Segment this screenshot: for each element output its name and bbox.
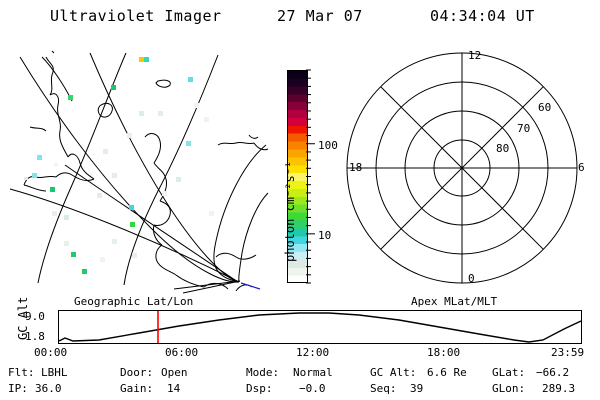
map-coastlines <box>23 50 269 292</box>
map-data-pixels <box>24 57 214 274</box>
observation-date: 27 Mar 07 <box>277 7 363 25</box>
status-row-2: IP: 36.0 Gain: 14 Dsp: −0.0 Seq: 39 GLon… <box>8 382 592 396</box>
apex-dial-caption: Apex MLat/MLT <box>411 295 498 308</box>
dial-svg <box>346 52 578 284</box>
dial-mlat-label-70: 70 <box>517 122 531 135</box>
status-door-key: Door: <box>120 366 154 379</box>
dial-mlat-label-80: 80 <box>496 142 510 155</box>
status-row-1: Flt: LBHL Door: Open Mode: Normal GC Alt… <box>8 366 592 380</box>
geographic-map-caption: Geographic Lat/Lon <box>74 295 194 308</box>
dial-mlt-label-0: 0 <box>468 272 475 285</box>
status-panel: Flt: LBHL Door: Open Mode: Normal GC Alt… <box>8 366 592 396</box>
orbit-x-tick-0: 00:00 <box>34 346 68 359</box>
orbit-x-tick-2: 12:00 <box>296 346 330 359</box>
status-flt-value: LBHL <box>41 366 68 379</box>
geographic-map-svg <box>9 50 269 294</box>
status-dsp-value: −0.0 <box>299 382 326 395</box>
colorbar-ticks <box>306 69 315 284</box>
orbit-y-tick-high: 9.0 <box>25 310 45 323</box>
observation-time: 04:34:04 UT <box>430 7 535 25</box>
dial-mlat-label-60: 60 <box>538 101 552 114</box>
status-seq-value: 39 <box>410 382 424 395</box>
orbit-altitude-curve <box>58 312 582 343</box>
dial-mlt-label-6: 6 <box>578 161 585 174</box>
dial-axis-diag-2 <box>380 86 544 250</box>
orbit-x-tick-4: 23:59 <box>551 346 585 359</box>
orbit-altitude-plot[interactable] <box>58 310 582 344</box>
orbit-x-tick-1: 06:00 <box>165 346 199 359</box>
geographic-map-panel[interactable] <box>8 45 270 294</box>
colorbar-tick-label-100: 100 <box>318 139 338 152</box>
status-door-value: Open <box>161 366 188 379</box>
status-mode-key: Mode: <box>246 366 280 379</box>
status-gcalt-key: GC Alt: <box>370 366 417 379</box>
status-gcalt-value: 6.6 Re <box>427 366 467 379</box>
status-seq-key: Seq: <box>370 382 397 395</box>
status-ip-value: 36.0 <box>35 382 62 395</box>
status-glon-value: 289.3 <box>542 382 576 395</box>
dial-mlt-label-12: 12 <box>468 49 482 62</box>
map-orbit-track <box>240 282 261 290</box>
map-graticule <box>9 52 269 294</box>
apex-mlat-mlt-dial[interactable] <box>345 45 595 295</box>
orbit-x-tick-3: 18:00 <box>427 346 461 359</box>
status-glat-value: −66.2 <box>536 366 570 379</box>
colorbar[interactable] <box>287 70 308 284</box>
dial-mlt-label-18: 18 <box>349 161 363 174</box>
status-ip-key: IP: <box>8 382 28 395</box>
orbit-altitude-svg <box>58 311 582 343</box>
status-gain-key: Gain: <box>120 382 154 395</box>
status-flt-key: Flt: <box>8 366 35 379</box>
colorbar-tick-label-10: 10 <box>318 229 332 242</box>
status-glon-key: GLon: <box>492 382 526 395</box>
status-glat-key: GLat: <box>492 366 526 379</box>
colorbar-axis-label: photon cm⁻²s⁻¹ <box>283 160 297 262</box>
colorbar-swatches <box>287 70 308 284</box>
status-mode-value: Normal <box>293 366 333 379</box>
status-dsp-key: Dsp: <box>246 382 273 395</box>
orbit-y-tick-low: 1.8 <box>25 330 45 343</box>
status-gain-value: 14 <box>167 382 181 395</box>
page-title: Ultraviolet Imager <box>50 7 222 25</box>
